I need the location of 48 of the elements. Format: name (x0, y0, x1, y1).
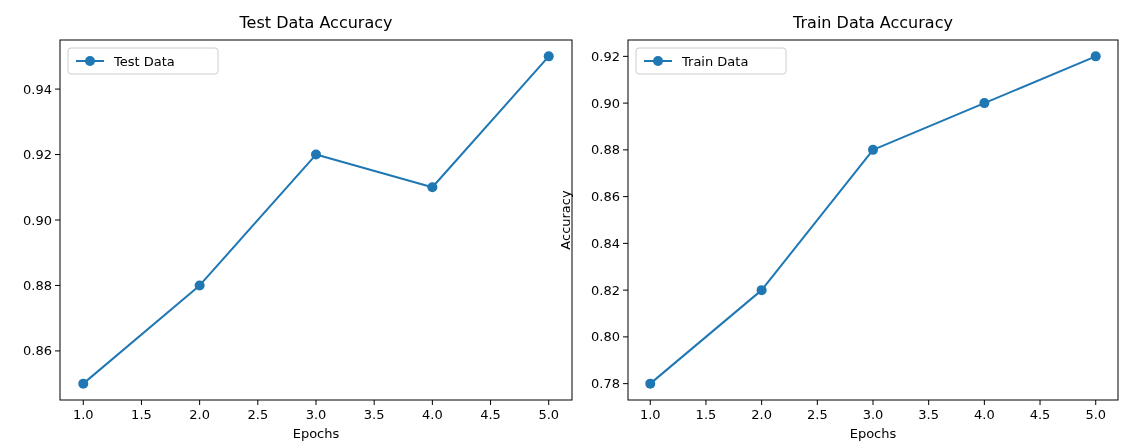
x-axis-title: Epochs (849, 426, 897, 441)
x-tick-label: 5.0 (1085, 407, 1107, 422)
point (645, 378, 656, 389)
y-tick-label: 0.78 (591, 376, 620, 392)
x-tick-label: 2.5 (806, 407, 828, 422)
x-tick-label: 3.0 (862, 407, 884, 422)
chart-title: Train Data Accuracy (792, 13, 953, 32)
x-tick-label: 4.0 (974, 407, 995, 422)
x-tick-label: 2.0 (751, 407, 772, 422)
x-tick-label: 1.5 (131, 407, 152, 422)
y-axis-title: Accuracy (558, 190, 573, 250)
x-tick-label: 4.5 (1029, 407, 1051, 422)
x-tick-label: 4.0 (422, 407, 443, 422)
point (1090, 51, 1101, 62)
y-tick-label: 0.86 (23, 343, 52, 359)
y-tick-label: 0.92 (591, 48, 620, 64)
x-tick-label: 3.5 (363, 407, 385, 422)
y-tick-label: 0.88 (23, 278, 52, 293)
y-tick-label: 0.84 (591, 235, 620, 251)
y-tick-label: 0.94 (23, 81, 52, 97)
legend-label: Train Data (681, 53, 749, 69)
x-tick-label: 3.0 (305, 407, 327, 422)
x-tick-label: 2.5 (247, 407, 269, 422)
point (756, 285, 767, 296)
point (427, 182, 438, 193)
x-tick-label: 1.0 (72, 407, 94, 422)
point (543, 51, 554, 62)
x-tick-label: 1.0 (639, 407, 661, 422)
y-tick-label: 0.88 (591, 142, 620, 158)
y-tick-label: 0.82 (591, 282, 620, 298)
x-tick-label: 2.0 (189, 407, 210, 422)
x-axis-title: Epochs (292, 426, 340, 441)
y-tick-label: 0.86 (591, 189, 620, 205)
point (311, 149, 321, 160)
y-tick-label: 0.90 (591, 95, 620, 111)
x-tick-label: 3.5 (918, 407, 940, 422)
y-tick-label: 0.90 (23, 212, 52, 228)
point (78, 378, 89, 389)
x-tick-label: 4.5 (480, 407, 501, 422)
chart-title: Test Data Accuracy (238, 13, 393, 32)
y-tick-label: 0.92 (23, 147, 52, 163)
x-tick-label: 5.0 (538, 407, 560, 422)
point (868, 144, 878, 155)
legend-label: Test Data (113, 53, 175, 69)
point (979, 98, 990, 109)
point (194, 280, 205, 291)
x-tick-label: 1.5 (695, 407, 717, 422)
y-tick-label: 0.80 (591, 329, 620, 345)
